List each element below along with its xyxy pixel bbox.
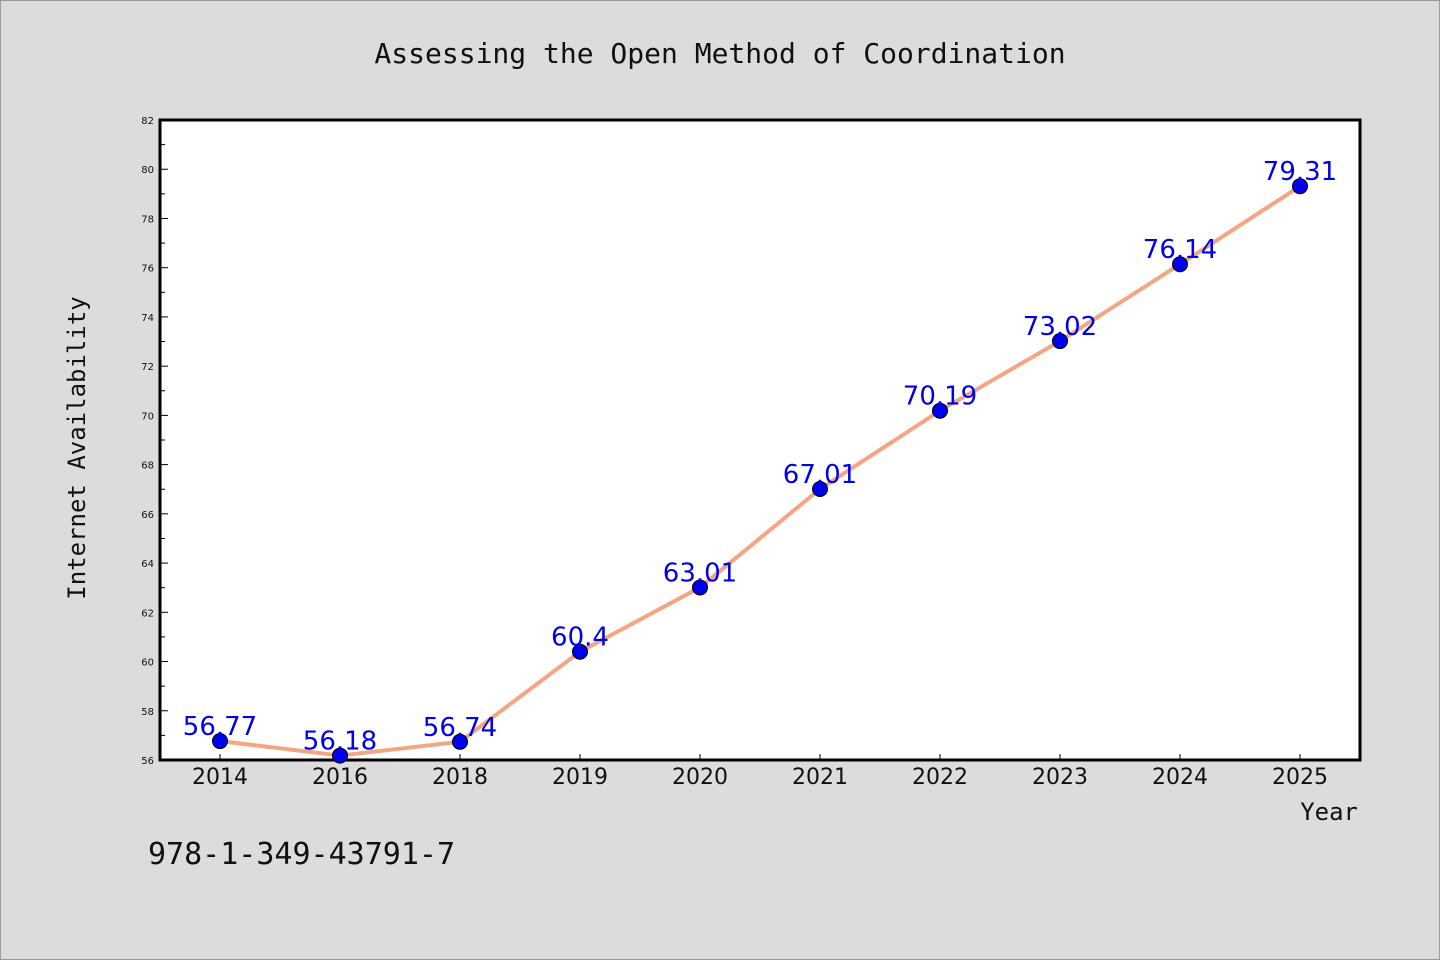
x-tick-label: 2019 [552, 765, 608, 790]
x-axis-ticks: 2014 2016 2018 2019 2020 2021 2022 2023 2024 2025 [192, 754, 1328, 790]
data-label: 73.02 [1023, 312, 1097, 342]
chart-title: Assessing the Open Method of Coordinatio… [374, 37, 1065, 70]
data-point [1292, 178, 1308, 195]
data-labels: 56.77 56.18 56.74 60.4 63.01 67.01 70.19 73.02 7… [183, 157, 1337, 756]
y-tick-label: 74 [141, 313, 154, 324]
data-label: 56.77 [183, 712, 257, 742]
series-group [212, 178, 1308, 764]
y-tick-label: 60 [141, 658, 154, 669]
data-label: 63.01 [663, 558, 737, 588]
y-tick-label: 64 [141, 559, 154, 570]
data-point [1052, 333, 1068, 350]
x-tick-label: 2025 [1272, 765, 1328, 790]
y-tick-label: 70 [141, 411, 154, 422]
y-tick-label: 78 [141, 214, 154, 225]
data-point [212, 733, 228, 750]
x-axis-label: Year [1300, 798, 1358, 826]
data-point [332, 747, 348, 764]
data-label: 70.19 [903, 382, 977, 412]
x-tick-label: 2020 [672, 765, 728, 790]
series-line [218, 184, 1302, 758]
y-tick-label: 68 [141, 461, 154, 472]
y-tick-label: 62 [141, 608, 154, 619]
y-tick-label: 80 [141, 165, 154, 176]
plot-area [158, 118, 1362, 762]
y-tick-label: 76 [141, 264, 154, 275]
data-point [812, 480, 828, 497]
y-axis-label: Internet Availability [63, 296, 91, 599]
data-point [932, 402, 948, 419]
x-tick-label: 2016 [312, 765, 368, 790]
y-tick-label: 66 [141, 510, 154, 521]
y-axis-ticks: 56 58 60 62 64 66 68 70 72 74 76 78 80 82 [141, 116, 168, 767]
y-tick-label: 58 [141, 707, 154, 718]
data-point [452, 733, 468, 750]
x-tick-label: 2021 [792, 765, 848, 790]
x-tick-label: 2022 [912, 765, 968, 790]
y-tick-label: 82 [141, 116, 154, 127]
data-label: 56.74 [423, 713, 497, 743]
data-label: 79.31 [1263, 157, 1337, 187]
isbn-text: 978-1-349-43791-7 [148, 837, 455, 872]
data-label: 76.14 [1143, 235, 1217, 265]
x-tick-label: 2014 [192, 765, 248, 790]
x-tick-label: 2024 [1152, 765, 1208, 790]
data-label: 67.01 [783, 460, 857, 490]
data-label: 60.4 [551, 623, 609, 653]
data-point [572, 643, 588, 660]
data-point [692, 579, 708, 596]
data-label: 56.18 [303, 727, 377, 757]
y-tick-label: 56 [141, 756, 154, 767]
x-tick-label: 2023 [1032, 765, 1088, 790]
data-point [1172, 256, 1188, 273]
y-tick-label: 72 [141, 362, 154, 373]
x-tick-label: 2018 [432, 765, 488, 790]
